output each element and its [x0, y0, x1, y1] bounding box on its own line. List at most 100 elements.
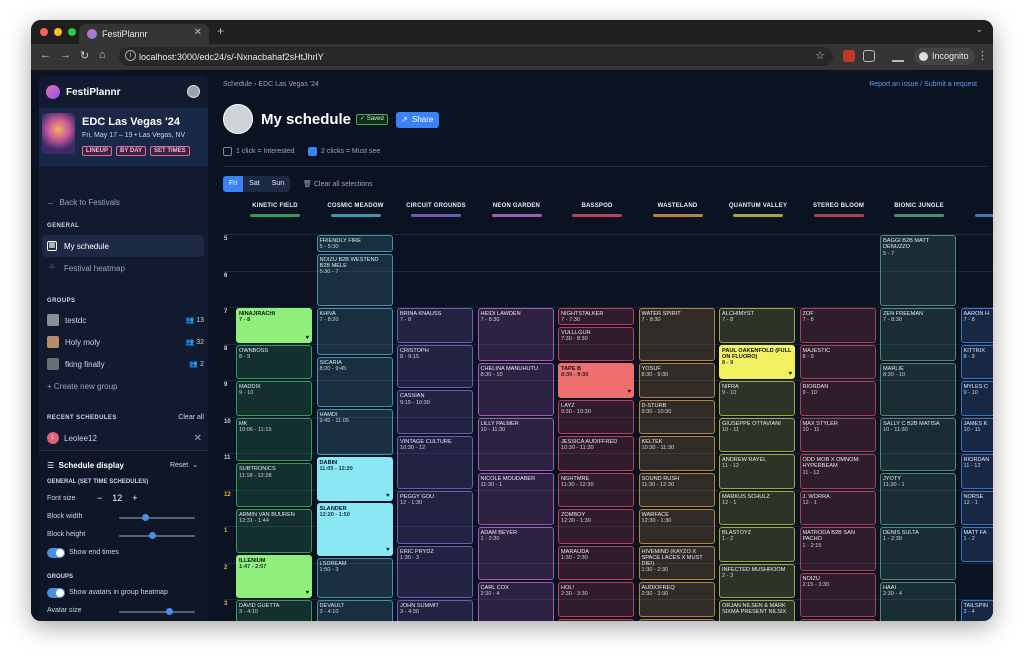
- set-block[interactable]: CASSIAN 9:15 - 10:30: [397, 390, 473, 434]
- browser-tab[interactable]: FestiPlannr ✕: [79, 24, 209, 44]
- set-block[interactable]: KHIVA 7 - 8:20: [316, 308, 393, 355]
- set-block[interactable]: MAX STYLER 10 - 11: [799, 417, 876, 453]
- clear-selections-button[interactable]: 🗑 Clear all selections: [303, 180, 373, 188]
- set-block[interactable]: JESSICA AUDIFFRED 10:30 - 11:30: [558, 436, 634, 471]
- set-block[interactable]: ZOMBOY 12:30 - 1:30: [558, 509, 634, 544]
- set-block[interactable]: MISS DRE: [799, 618, 876, 621]
- tab-sun[interactable]: Sun: [265, 176, 291, 192]
- new-tab-icon[interactable]: +: [217, 24, 225, 38]
- block-width-slider[interactable]: [119, 514, 195, 521]
- set-block[interactable]: LAYZ 9:30 - 10:30: [558, 399, 634, 434]
- set-block[interactable]: ALCHIMYST 7 - 8: [719, 308, 795, 343]
- set-block[interactable]: NINAJIRACHI 7 - 8 ♥: [236, 308, 312, 343]
- clear-recent-button[interactable]: Clear all: [178, 414, 204, 421]
- set-block[interactable]: ANDREW RAYEL 11 - 12: [719, 454, 795, 489]
- nav-festival-heatmap[interactable]: ♨ Festival heatmap: [47, 263, 125, 273]
- set-block[interactable]: CHELINA MANUHUTU 8:30 - 10: [477, 363, 554, 416]
- reload-icon[interactable]: ↻: [80, 50, 90, 62]
- home-icon[interactable]: ⌂: [99, 49, 106, 61]
- slider-knob[interactable]: [142, 514, 150, 521]
- set-block[interactable]: MADDIX 9 - 10: [236, 381, 312, 416]
- set-block[interactable]: HAAi 2:30 - 4: [880, 582, 956, 621]
- group-row[interactable]: Holy moly 👥 32: [47, 335, 204, 349]
- set-block[interactable]: ADAM BEYER 1 - 2:30: [477, 527, 554, 580]
- set-block[interactable]: MAJESTIC 8 - 9: [799, 344, 876, 380]
- set-block[interactable]: MK 10:06 - 11:15: [236, 417, 312, 462]
- set-block[interactable]: NGHTMRE 11:30 - 12:30: [558, 472, 634, 507]
- increase-font-icon[interactable]: +: [132, 493, 138, 503]
- set-block[interactable]: JYOTY 11:30 - 1: [880, 472, 956, 526]
- bookmark-star-icon[interactable]: ☆: [815, 50, 825, 62]
- set-block[interactable]: NICOLE MOUDABER 11:30 - 1: [477, 472, 554, 526]
- set-block[interactable]: KITTRIX 8 - 9: [960, 344, 993, 380]
- set-block[interactable]: BAGGI B2B MATT DENUZZO 5 - 7: [880, 235, 956, 307]
- set-block[interactable]: INFECTED MUSHROOM 2 - 3: [719, 563, 795, 599]
- set-block[interactable]: HEIDI LAWDEN 7 - 8:30: [477, 308, 554, 361]
- set-block[interactable]: WARFACE 12:30 - 1:30: [638, 509, 715, 544]
- breadcrumb[interactable]: Schedule › EDC Las Vegas '24: [223, 81, 319, 88]
- puzzle-extensions-icon[interactable]: [863, 50, 875, 62]
- set-block[interactable]: MARKUS SCHULZ 12 - 1: [719, 490, 795, 526]
- set-block[interactable]: DABIN 11:05 - 12:20 ♥: [316, 457, 393, 501]
- set-block[interactable]: LSDREAM 1:50 - 3: [316, 557, 393, 599]
- forward-arrow-icon[interactable]: →: [60, 49, 71, 61]
- tab-fri[interactable]: Fri: [223, 176, 244, 192]
- tab-sat[interactable]: Sat: [243, 176, 266, 192]
- chip-lineup[interactable]: LINEUP: [82, 146, 113, 156]
- download-icon[interactable]: [892, 50, 904, 62]
- set-block[interactable]: FRIENDLY FIRE 5 - 5:30: [316, 235, 393, 252]
- font-size-stepper[interactable]: − 12 +: [97, 493, 138, 503]
- set-block[interactable]: YOSUF 8:30 - 9:30: [638, 363, 715, 398]
- slider-knob[interactable]: [149, 532, 157, 539]
- chip-set-times[interactable]: SET TIMES: [150, 146, 190, 156]
- incognito-badge[interactable]: Incognito: [914, 48, 975, 65]
- set-block[interactable]: BRINA KNAUSS 7 - 8: [397, 308, 473, 343]
- recent-schedule-row[interactable]: L Leolee12 ✕: [47, 431, 204, 445]
- create-group-link[interactable]: + Create new group: [47, 382, 118, 391]
- set-block[interactable]: HIXXY: [638, 618, 715, 621]
- share-button[interactable]: Share: [396, 112, 440, 128]
- festival-card[interactable]: EDC Las Vegas '24 Fri, May 17 – 19 • Las…: [39, 108, 208, 166]
- set-block[interactable]: CRISTOPH 8 - 9:15: [397, 344, 473, 389]
- set-block[interactable]: PAUL OAKENFOLD (FULL ON FLUORO) 8 - 9 ♥: [719, 344, 795, 380]
- set-block[interactable]: ZOF 7 - 8: [799, 308, 876, 343]
- nav-my-schedule[interactable]: ▦ My schedule: [47, 241, 109, 251]
- tab-list-chevron-icon[interactable]: ⌄: [975, 24, 983, 34]
- set-block[interactable]: TAPE B 8:30 - 9:30 ♥: [558, 363, 634, 398]
- address-bar[interactable]: i localhost:3000/edc24/s/-Nxnacbahaf2sHt…: [119, 47, 833, 66]
- set-block[interactable]: NOIZU B2B WESTEND B2B MELE 5:30 - 7: [316, 253, 393, 307]
- window-controls[interactable]: [40, 28, 76, 36]
- set-block[interactable]: LILLY PALMER 10 - 11:30: [477, 417, 554, 471]
- browser-menu-icon[interactable]: ⋮: [977, 50, 988, 62]
- set-block[interactable]: SALLY C B2B MATISA 10 - 11:30: [880, 417, 956, 471]
- maximize-window-icon[interactable]: [68, 28, 76, 36]
- set-block[interactable]: VINTAGE CULTURE 10:30 - 12: [397, 436, 473, 489]
- set-block[interactable]: HOL! 2:30 - 3:30: [558, 582, 634, 617]
- report-issue-link[interactable]: Report an issue / Submit a request: [869, 81, 977, 88]
- block-height-slider[interactable]: [119, 532, 195, 539]
- set-block[interactable]: RIORDAN 11 - 12: [960, 454, 993, 489]
- set-block[interactable]: DENIS SULTA 1 - 2:30: [880, 527, 956, 580]
- slider-knob[interactable]: [165, 608, 173, 615]
- back-to-festivals-link[interactable]: ← Back to Festivals: [47, 198, 120, 207]
- set-block[interactable]: DAVID GUETTA 3 - 4:10: [236, 600, 312, 621]
- set-block[interactable]: ERIC PRYDZ 1:30 - 3: [397, 545, 473, 599]
- reset-display-button[interactable]: Reset ⌄: [170, 461, 198, 469]
- set-block[interactable]: TAILSPIN 3 - 4: [960, 600, 993, 621]
- remove-recent-icon[interactable]: ✕: [193, 432, 202, 444]
- set-block[interactable]: ZEN FREEMAN 7 - 8:30: [880, 308, 956, 361]
- set-block[interactable]: MARAUDA 1:30 - 2:30: [558, 545, 634, 580]
- set-block[interactable]: NORSE 12 - 1: [960, 490, 993, 526]
- set-block[interactable]: ARMIN VAN BUUREN 12:31 - 1:44: [236, 509, 312, 553]
- minimize-window-icon[interactable]: [54, 28, 62, 36]
- set-block[interactable]: NIGHTSTALKER 7 - 7:30: [558, 308, 634, 325]
- user-avatar[interactable]: [187, 85, 200, 98]
- chip-by-day[interactable]: BY DAY: [116, 146, 147, 156]
- set-block[interactable]: ODD MOB X OMNOM: HYPERBEAM 11 - 12: [799, 454, 876, 489]
- set-block[interactable]: MATT FA 1 - 2: [960, 527, 993, 562]
- set-block[interactable]: DEVAULT 3 - 4:10: [316, 600, 393, 621]
- site-info-icon[interactable]: i: [125, 50, 136, 61]
- set-block[interactable]: HIVEMIND (KAYZO X SPACE LACES X MUST DIE…: [638, 545, 715, 580]
